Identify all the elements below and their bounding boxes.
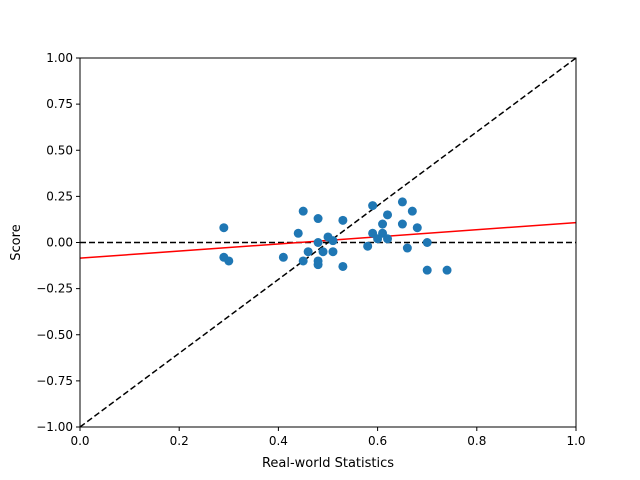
- data-point: [363, 241, 373, 251]
- x-tick-label: 0.0: [70, 434, 89, 448]
- data-point: [219, 223, 229, 233]
- y-axis-ticks: −1.00 −0.75 −0.50 −0.25 0.00 0.25 0.50 0.75 1.00: [36, 51, 80, 434]
- data-point: [368, 201, 378, 211]
- data-point: [383, 234, 393, 244]
- data-point: [338, 215, 348, 225]
- y-tick-label: −0.25: [36, 282, 73, 296]
- y-tick-label: −0.50: [36, 328, 73, 342]
- x-tick-label: 0.8: [467, 434, 486, 448]
- y-tick-label: 0.25: [46, 189, 73, 203]
- data-point: [397, 219, 407, 229]
- x-tick-label: 0.2: [170, 434, 189, 448]
- y-tick-label: 0.00: [46, 236, 73, 250]
- data-point: [412, 223, 422, 233]
- data-point: [422, 238, 432, 247]
- data-point: [298, 206, 308, 216]
- x-tick-label: 1.0: [566, 434, 585, 448]
- data-point: [328, 236, 338, 246]
- data-point: [338, 261, 348, 271]
- data-point: [303, 247, 313, 257]
- data-point: [328, 247, 338, 257]
- data-point: [422, 265, 432, 275]
- data-point: [402, 243, 412, 253]
- data-point: [293, 228, 303, 238]
- data-point: [278, 252, 288, 262]
- x-tick-label: 0.6: [368, 434, 387, 448]
- data-point: [378, 219, 388, 229]
- x-axis-label: Real-world Statistics: [262, 456, 394, 471]
- data-point: [318, 247, 328, 257]
- y-axis-label: Score: [9, 224, 24, 260]
- data-point: [442, 265, 452, 275]
- data-point: [313, 260, 323, 270]
- y-tick-label: −0.75: [36, 374, 73, 388]
- data-point: [224, 256, 234, 266]
- data-point: [313, 214, 323, 224]
- y-tick-label: 1.00: [46, 51, 73, 65]
- data-point: [397, 197, 407, 207]
- y-tick-label: 0.50: [46, 143, 73, 157]
- data-point: [383, 210, 393, 220]
- x-tick-label: 0.4: [269, 434, 288, 448]
- y-tick-label: 0.75: [46, 97, 73, 111]
- data-point: [298, 256, 308, 266]
- data-points: [219, 197, 452, 275]
- reference-lines: [79, 57, 577, 428]
- data-point: [313, 238, 323, 247]
- data-point: [407, 206, 417, 216]
- y-tick-label: −1.00: [36, 420, 73, 434]
- reference-line-diagonal: [79, 57, 577, 428]
- x-axis-ticks: 0.0 0.2 0.4 0.6 0.8 1.0: [70, 427, 586, 448]
